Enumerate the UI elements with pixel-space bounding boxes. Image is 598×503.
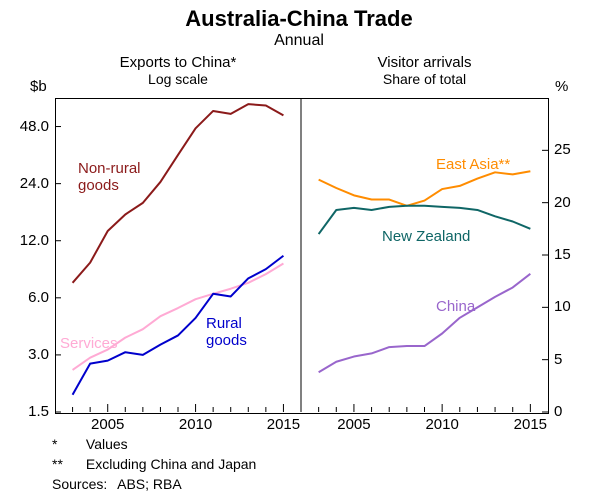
label-rural-goods: Ruralgoods <box>206 316 256 349</box>
label-china: China <box>436 298 475 315</box>
right-ytick-2: 10 <box>554 298 571 315</box>
left-xtick-2015: 2015 <box>263 416 303 433</box>
right-xtick-2015: 2015 <box>510 416 550 433</box>
label-east-asia: East Asia** <box>436 156 510 173</box>
label-non-rural-goods: Non-ruralgoods <box>78 160 141 194</box>
right-ytick-1: 5 <box>554 351 562 368</box>
left-ytick-2: 6.0 <box>28 289 49 306</box>
chart-container: Australia-China Trade Annual Exports to … <box>0 0 598 503</box>
right-ytick-4: 20 <box>554 194 571 211</box>
right-ytick-3: 15 <box>554 246 571 263</box>
label-services: Services <box>60 335 118 352</box>
left-xtick-2010: 2010 <box>176 416 216 433</box>
left-ytick-3: 12.0 <box>20 232 49 249</box>
left-ytick-0: 1.5 <box>28 403 49 420</box>
left-xtick-2005: 2005 <box>88 416 128 433</box>
right-ytick-5: 25 <box>554 141 571 158</box>
footnote-1: * Values <box>52 436 128 452</box>
sources: Sources: ABS; RBA <box>52 476 182 492</box>
left-ytick-5: 48.0 <box>20 118 49 135</box>
footnote-2: ** Excluding China and Japan <box>52 456 256 472</box>
right-ytick-0: 0 <box>554 403 562 420</box>
right-xtick-2005: 2005 <box>334 416 374 433</box>
right-xtick-2010: 2010 <box>422 416 462 433</box>
left-ytick-4: 24.0 <box>20 175 49 192</box>
left-ytick-1: 3.0 <box>28 346 49 363</box>
label-new-zealand: New Zealand <box>382 228 470 245</box>
